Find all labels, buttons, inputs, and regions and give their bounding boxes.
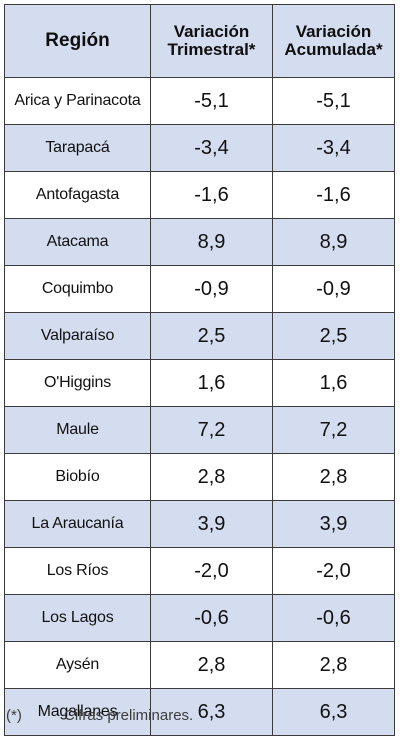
header-acumulada-line-2: Acumulada*	[284, 40, 383, 59]
cell-region: Antofagasta	[4, 171, 151, 219]
cell-acumulada: -5,1	[272, 77, 395, 125]
cell-acumulada: -2,0	[272, 547, 395, 595]
cell-trimestral: 1,6	[150, 359, 273, 407]
cell-region: Aysén	[4, 641, 151, 689]
table-row: O'Higgins 1,6 1,6	[4, 359, 395, 407]
header-acumulada-line-1: Variación	[295, 22, 372, 41]
table-row: Tarapacá -3,4 -3,4	[4, 124, 395, 172]
table-row: Biobío 2,8 2,8	[4, 453, 395, 501]
cell-acumulada: 2,8	[272, 641, 395, 689]
table-row: Valparaíso 2,5 2,5	[4, 312, 395, 360]
header-region: Región	[4, 4, 151, 78]
cell-region: Valparaíso	[4, 312, 151, 360]
header-trimestral: Variación Trimestral*	[150, 4, 273, 78]
footnote-text: Cifras preliminares.	[64, 707, 194, 724]
cell-region: Atacama	[4, 218, 151, 266]
cell-acumulada: -0,9	[272, 265, 395, 313]
cell-region: Magallanes	[4, 688, 151, 736]
table-row: Coquimbo -0,9 -0,9	[4, 265, 395, 313]
table-row: Magallanes 6,3 6,3	[4, 688, 395, 736]
table-body: Arica y Parinacota -5,1 -5,1 Tarapacá -3,4 -3…	[4, 77, 395, 736]
cell-region: Maule	[4, 406, 151, 454]
cell-acumulada: 2,5	[272, 312, 395, 360]
cell-trimestral: 2,8	[150, 641, 273, 689]
cell-region: Arica y Parinacota	[4, 77, 151, 125]
cell-trimestral: -0,6	[150, 594, 273, 642]
header-trimestral-line-1: Variación	[173, 22, 250, 41]
table-row: Antofagasta -1,6 -1,6	[4, 171, 395, 219]
table-row: Arica y Parinacota -5,1 -5,1	[4, 77, 395, 125]
table-row: Atacama 8,9 8,9	[4, 218, 395, 266]
cell-acumulada: 6,3	[272, 688, 395, 736]
cell-acumulada: 8,9	[272, 218, 395, 266]
cell-trimestral: -2,0	[150, 547, 273, 595]
table-row: Maule 7,2 7,2	[4, 406, 395, 454]
table-row: La Araucanía 3,9 3,9	[4, 500, 395, 548]
cell-region: Coquimbo	[4, 265, 151, 313]
cell-trimestral: 3,9	[150, 500, 273, 548]
cell-acumulada: 3,9	[272, 500, 395, 548]
table-row: Los Ríos -2,0 -2,0	[4, 547, 395, 595]
header-acumulada: Variación Acumulada*	[272, 4, 395, 78]
cell-trimestral: 2,5	[150, 312, 273, 360]
cell-acumulada: -0,6	[272, 594, 395, 642]
cell-trimestral: 8,9	[150, 218, 273, 266]
regional-variation-table-container: Región Variación Trimestral* Variación A…	[4, 4, 395, 736]
regional-variation-table: Región Variación Trimestral* Variación A…	[4, 4, 395, 736]
cell-region: Tarapacá	[4, 124, 151, 172]
cell-trimestral: 2,8	[150, 453, 273, 501]
cell-acumulada: -1,6	[272, 171, 395, 219]
header-trimestral-line-2: Trimestral*	[167, 40, 256, 59]
table-row: Los Lagos -0,6 -0,6	[4, 594, 395, 642]
cell-region: Biobío	[4, 453, 151, 501]
footnote: (*) Cifras preliminares.	[6, 707, 193, 724]
cell-region: La Araucanía	[4, 500, 151, 548]
cell-region: O'Higgins	[4, 359, 151, 407]
cell-trimestral: -3,4	[150, 124, 273, 172]
table-row: Aysén 2,8 2,8	[4, 641, 395, 689]
cell-trimestral: -0,9	[150, 265, 273, 313]
cell-region: Los Lagos	[4, 594, 151, 642]
cell-trimestral: 7,2	[150, 406, 273, 454]
cell-acumulada: 2,8	[272, 453, 395, 501]
cell-trimestral: -1,6	[150, 171, 273, 219]
header-row: Región Variación Trimestral* Variación A…	[4, 4, 395, 78]
cell-trimestral: -5,1	[150, 77, 273, 125]
footnote-mark: (*)	[6, 707, 22, 724]
cell-region: Los Ríos	[4, 547, 151, 595]
cell-acumulada: -3,4	[272, 124, 395, 172]
cell-acumulada: 7,2	[272, 406, 395, 454]
cell-acumulada: 1,6	[272, 359, 395, 407]
